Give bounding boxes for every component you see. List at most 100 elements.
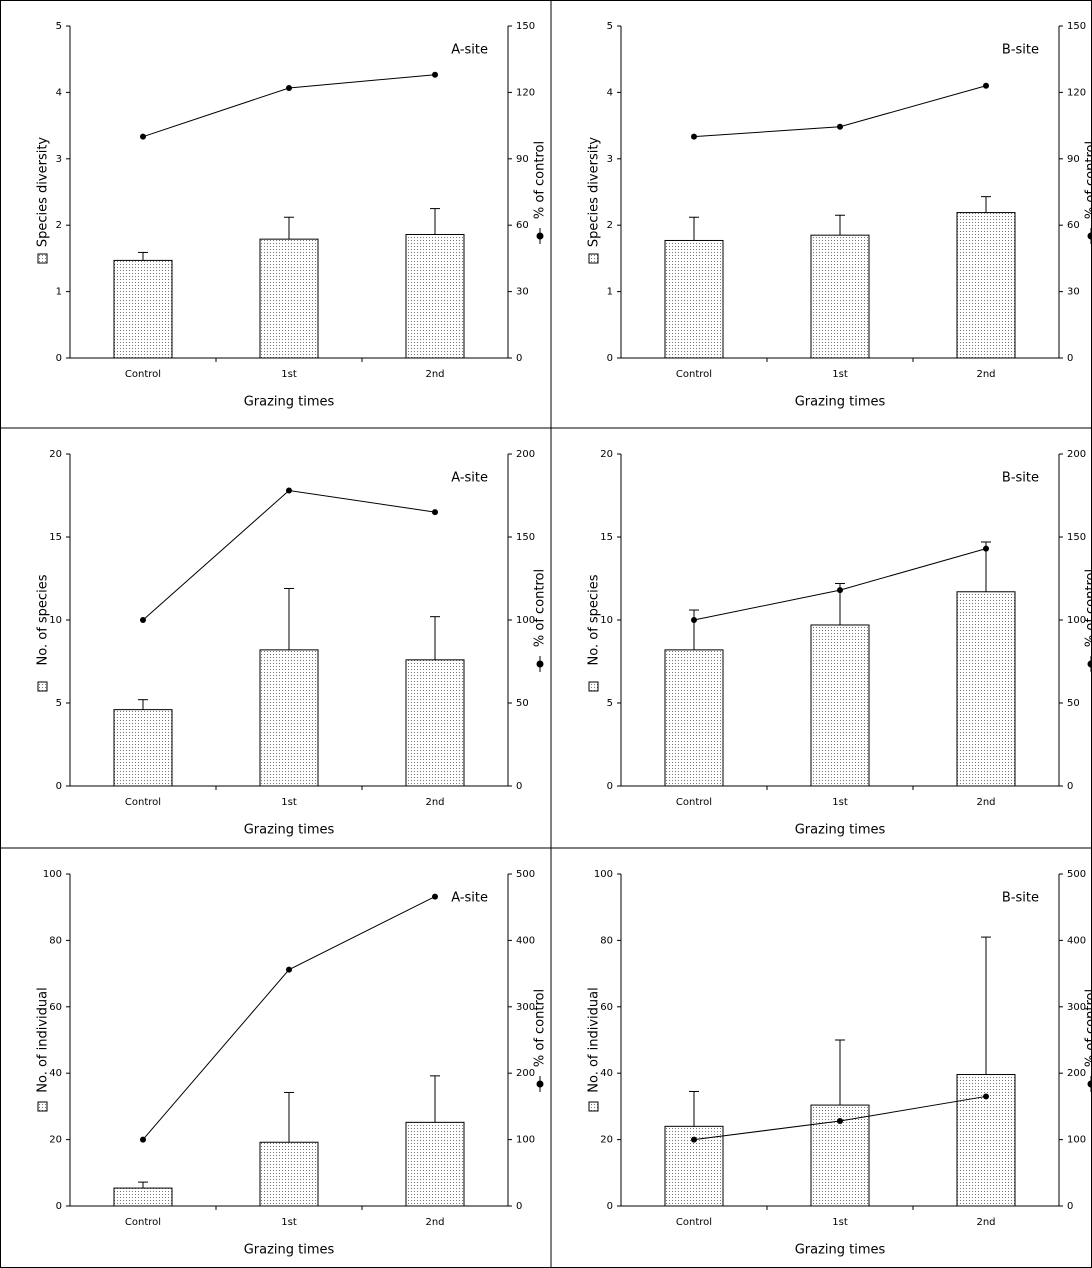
y-axis-label: Species diversity <box>587 137 602 248</box>
legend-swatch <box>588 1101 599 1112</box>
y2-tick-label: 60 <box>1067 220 1080 231</box>
y-tick-label: 100 <box>43 869 62 880</box>
y2-tick-label: 150 <box>1067 532 1086 543</box>
bar <box>956 591 1016 787</box>
y-tick-label: 40 <box>49 1068 62 1079</box>
y2-tick-label: 30 <box>516 287 529 298</box>
y2-axis-label: % of control <box>533 989 548 1067</box>
x-axis-label: Grazing times <box>795 395 886 410</box>
y2-tick-label: 200 <box>516 1068 535 1079</box>
y-tick-label: 15 <box>49 532 62 543</box>
y2-tick-label: 60 <box>516 220 529 231</box>
point <box>837 587 843 594</box>
y-tick-label: 0 <box>607 781 613 792</box>
y-axis-label: Species diversity <box>36 137 51 248</box>
y-tick-label: 60 <box>600 1002 613 1013</box>
y2-tick-label: 300 <box>1067 1002 1086 1013</box>
point <box>983 545 989 552</box>
bar <box>113 259 173 359</box>
y2-tick-label: 100 <box>1067 615 1086 626</box>
legend-swatch <box>588 681 599 692</box>
y2-tick-label: 100 <box>1067 1135 1086 1146</box>
x-tick-label: 1st <box>281 1217 297 1228</box>
y-tick-label: 1 <box>607 287 613 298</box>
y2-tick-label: 200 <box>1067 1068 1086 1079</box>
y-tick-label: 2 <box>607 220 613 231</box>
legend-swatch <box>37 681 48 692</box>
x-tick-label: 2nd <box>976 1217 995 1228</box>
panel: 0 20 40 60 80 100 0 100 200 300 400 500 Control 1st 2n… <box>36 869 548 1258</box>
x-tick-label: 2nd <box>976 797 995 808</box>
y2-tick-label: 200 <box>516 449 535 460</box>
panel-title: B-site <box>1002 43 1039 58</box>
bar <box>113 709 173 787</box>
y2-tick-label: 150 <box>516 21 535 32</box>
y-tick-label: 0 <box>607 1201 613 1212</box>
y-tick-label: 1 <box>56 287 62 298</box>
y2-tick-label: 500 <box>1067 869 1086 880</box>
y2-tick-label: 100 <box>516 1135 535 1146</box>
x-tick-label: 2nd <box>425 1217 444 1228</box>
y-tick-label: 10 <box>49 615 62 626</box>
bar <box>405 233 465 359</box>
y-tick-label: 100 <box>594 869 613 880</box>
y2-tick-label: 300 <box>516 1002 535 1013</box>
point <box>286 966 292 973</box>
x-tick-label: Control <box>676 369 712 380</box>
panel-title: B-site <box>1002 471 1039 486</box>
y-tick-label: 10 <box>600 615 613 626</box>
x-tick-label: Control <box>676 1217 712 1228</box>
y-tick-label: 4 <box>607 87 613 98</box>
y-tick-label: 80 <box>600 935 613 946</box>
x-tick-label: 1st <box>832 1217 848 1228</box>
y2-tick-label: 150 <box>516 532 535 543</box>
y2-tick-label: 0 <box>1067 353 1073 364</box>
y2-tick-label: 120 <box>516 87 535 98</box>
y2-axis-label: % of control <box>1084 569 1092 647</box>
point <box>286 487 292 494</box>
y2-axis-label: % of control <box>1084 989 1092 1067</box>
bar <box>810 624 870 787</box>
point <box>837 123 843 130</box>
y2-tick-label: 0 <box>1067 1201 1073 1212</box>
legend-dot <box>536 660 544 668</box>
bar <box>405 659 465 787</box>
y-tick-label: 3 <box>56 154 62 165</box>
x-tick-label: 1st <box>832 797 848 808</box>
bar <box>405 1121 465 1207</box>
x-tick-label: Control <box>125 1217 161 1228</box>
x-tick-label: Control <box>125 797 161 808</box>
y-tick-label: 0 <box>56 1201 62 1212</box>
x-axis-label: Grazing times <box>244 395 335 410</box>
y2-tick-label: 0 <box>516 353 522 364</box>
y2-axis-label: % of control <box>1084 141 1092 219</box>
point <box>432 893 438 900</box>
legend-dot <box>536 232 544 240</box>
y-tick-label: 20 <box>49 1135 62 1146</box>
x-tick-label: 1st <box>832 369 848 380</box>
bar <box>259 238 319 359</box>
y2-tick-label: 200 <box>1067 449 1086 460</box>
bar <box>664 239 724 359</box>
x-axis-label: Grazing times <box>795 1243 886 1258</box>
legend-dot <box>1087 1080 1092 1088</box>
y-tick-label: 5 <box>56 21 62 32</box>
y2-tick-label: 100 <box>516 615 535 626</box>
panel: 0 1 2 3 4 5 0 30 60 90 120 150 Control 1st 2nd Grazing … <box>36 21 548 410</box>
x-axis-label: Grazing times <box>244 823 335 838</box>
bar <box>664 649 724 787</box>
point <box>432 509 438 516</box>
panel-title: B-site <box>1002 891 1039 906</box>
bar <box>956 212 1016 359</box>
legend-dot <box>1087 660 1092 668</box>
y-tick-label: 4 <box>56 87 62 98</box>
y2-tick-label: 0 <box>1067 781 1073 792</box>
y2-tick-label: 90 <box>516 154 529 165</box>
y2-tick-label: 120 <box>1067 87 1086 98</box>
point <box>691 617 697 623</box>
legend-dot <box>536 1080 544 1088</box>
x-axis-label: Grazing times <box>795 823 886 838</box>
y-tick-label: 15 <box>600 532 613 543</box>
y2-tick-label: 90 <box>1067 154 1080 165</box>
